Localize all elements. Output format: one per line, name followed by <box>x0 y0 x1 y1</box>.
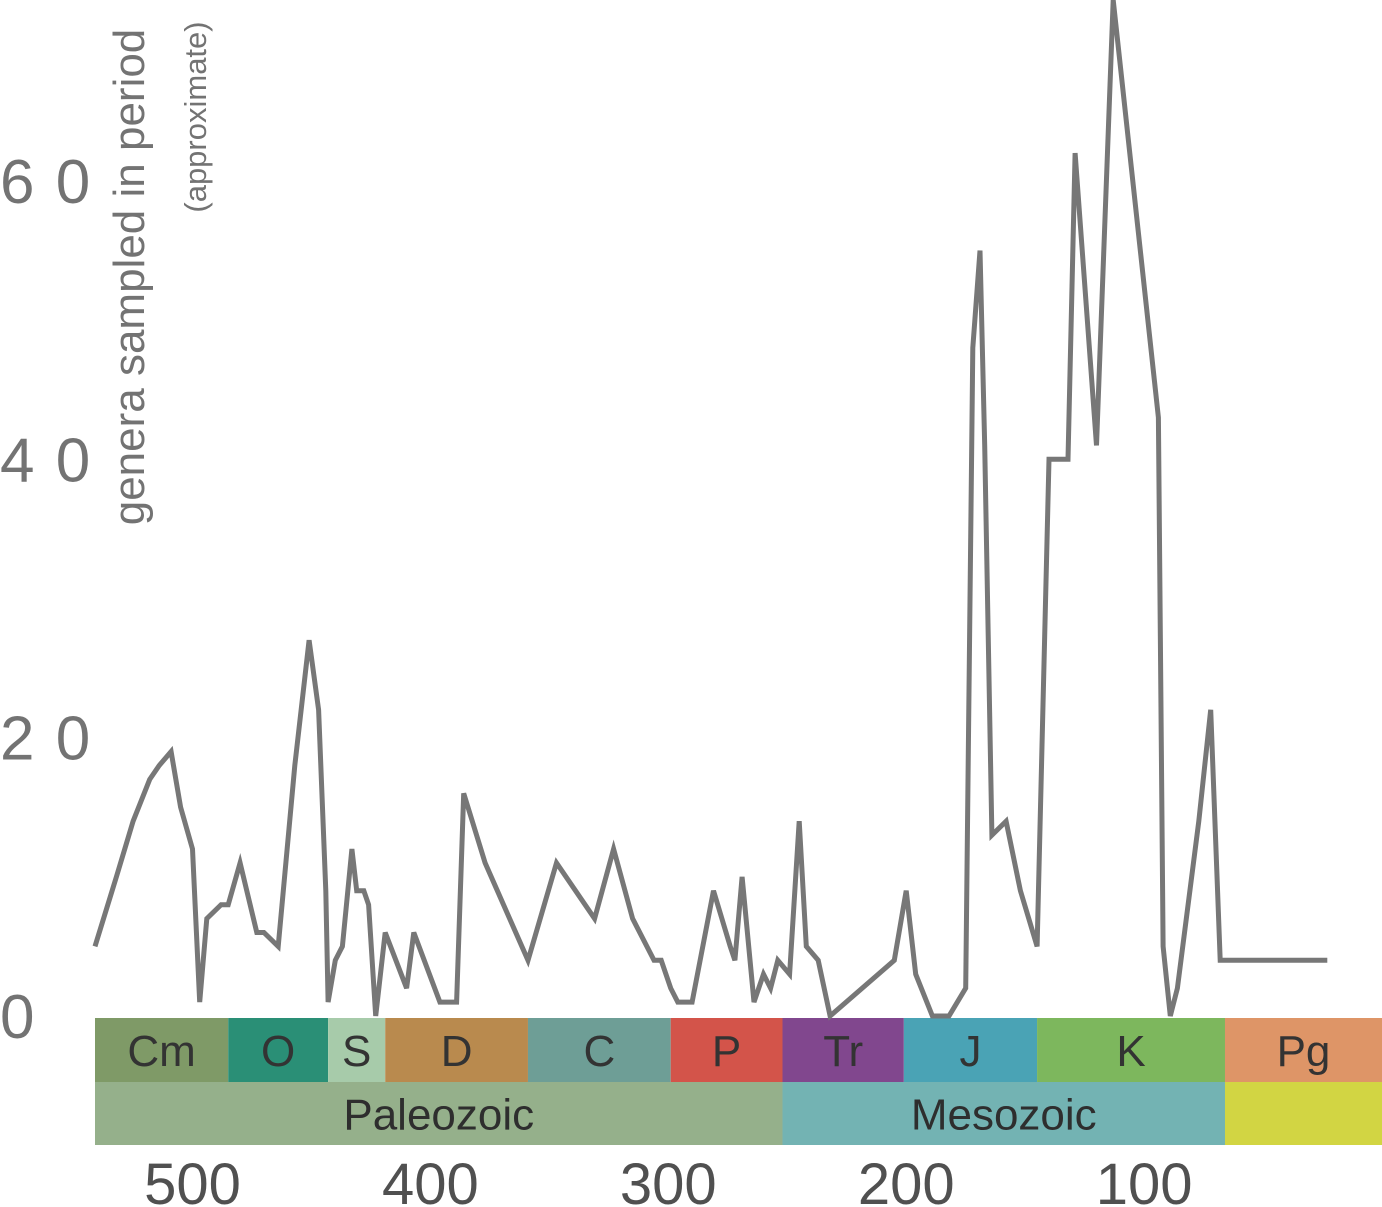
era-bar-cenozoic-segment <box>1224 1082 1382 1145</box>
period-label-c: C <box>583 1027 615 1076</box>
x-tick-label: 400 <box>382 1152 479 1207</box>
period-bar-k <box>1037 1018 1225 1082</box>
period-bar-o <box>228 1018 329 1082</box>
period-label-j: J <box>959 1027 981 1076</box>
period-label-k: K <box>1116 1027 1145 1076</box>
x-axis-ticks: 500 400 300 200 100 <box>144 1152 1192 1207</box>
era-bar-paleozoic <box>95 1082 783 1145</box>
x-tick-label: 500 <box>144 1152 241 1207</box>
x-tick-label: 300 <box>620 1152 717 1207</box>
period-label-p: P <box>712 1027 741 1076</box>
series-line <box>92 0 1328 1021</box>
y-tick-label: 0 <box>0 983 36 1052</box>
period-bar-cm <box>95 1018 229 1082</box>
y-tick-label: 4 0 <box>0 426 92 495</box>
period-bar-j <box>903 1018 1038 1082</box>
period-label-s: S <box>342 1027 371 1076</box>
era-label-paleozoic: Paleozoic <box>343 1091 534 1140</box>
geologic-timescale: Cm O S D C P Tr J K Pg Paleozoic Mesozoic <box>95 1018 1382 1145</box>
period-bar-tr <box>782 1018 904 1082</box>
x-tick-label: 200 <box>858 1152 955 1207</box>
period-label-d: D <box>441 1027 473 1076</box>
period-bar-c <box>527 1018 671 1082</box>
period-bar-p <box>670 1018 783 1082</box>
y-tick-label: 6 0 <box>0 148 92 217</box>
period-bar-d <box>385 1018 528 1082</box>
y-axis-ticks: 0 2 0 4 0 6 0 <box>0 148 92 1052</box>
period-label-pg: Pg <box>1277 1027 1331 1076</box>
period-label-tr: Tr <box>823 1027 863 1076</box>
era-bar-mesozoic <box>782 1082 1225 1145</box>
period-label-cm: Cm <box>127 1027 195 1076</box>
period-label-o: O <box>261 1027 295 1076</box>
y-axis-sublabel: (approximate) <box>178 21 213 212</box>
period-bar-s <box>328 1018 386 1082</box>
period-bar-pg <box>1224 1018 1382 1082</box>
y-axis-label: genera sampled in period <box>105 29 154 526</box>
y-tick-label: 2 0 <box>0 705 92 774</box>
x-tick-label: 100 <box>1096 1152 1193 1207</box>
era-label-mesozoic: Mesozoic <box>911 1091 1097 1140</box>
